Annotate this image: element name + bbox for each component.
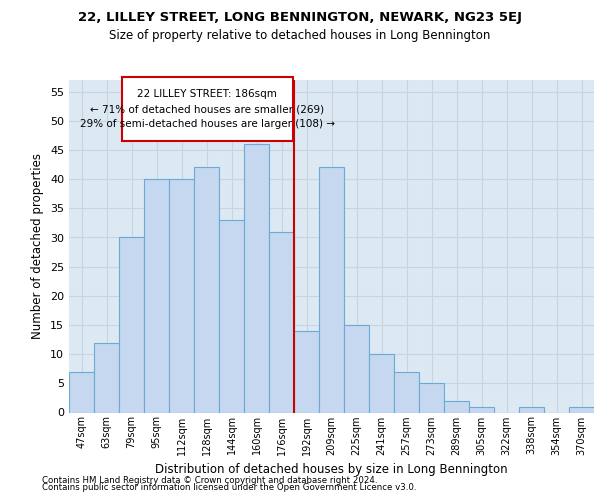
Text: Size of property relative to detached houses in Long Bennington: Size of property relative to detached ho…: [109, 28, 491, 42]
FancyBboxPatch shape: [121, 77, 293, 141]
Bar: [419, 384, 444, 412]
Text: 22, LILLEY STREET, LONG BENNINGTON, NEWARK, NG23 5EJ: 22, LILLEY STREET, LONG BENNINGTON, NEWA…: [78, 11, 522, 24]
Bar: [194, 168, 219, 412]
Bar: [94, 342, 119, 412]
Bar: [469, 406, 494, 412]
Bar: [344, 325, 369, 412]
Bar: [119, 238, 144, 412]
Bar: [219, 220, 244, 412]
Bar: [319, 168, 344, 412]
Bar: [69, 372, 94, 412]
Bar: [444, 401, 469, 412]
Bar: [269, 232, 294, 412]
Text: 22 LILLEY STREET: 186sqm
← 71% of detached houses are smaller (269)
29% of semi-: 22 LILLEY STREET: 186sqm ← 71% of detach…: [80, 90, 335, 129]
Text: Contains HM Land Registry data © Crown copyright and database right 2024.: Contains HM Land Registry data © Crown c…: [42, 476, 377, 485]
Bar: [369, 354, 394, 412]
Bar: [519, 406, 544, 412]
Bar: [144, 179, 169, 412]
Bar: [244, 144, 269, 412]
Y-axis label: Number of detached properties: Number of detached properties: [31, 153, 44, 339]
Text: Contains public sector information licensed under the Open Government Licence v3: Contains public sector information licen…: [42, 484, 416, 492]
X-axis label: Distribution of detached houses by size in Long Bennington: Distribution of detached houses by size …: [155, 463, 508, 476]
Bar: [569, 406, 594, 412]
Bar: [169, 179, 194, 412]
Bar: [394, 372, 419, 412]
Bar: [294, 331, 319, 412]
